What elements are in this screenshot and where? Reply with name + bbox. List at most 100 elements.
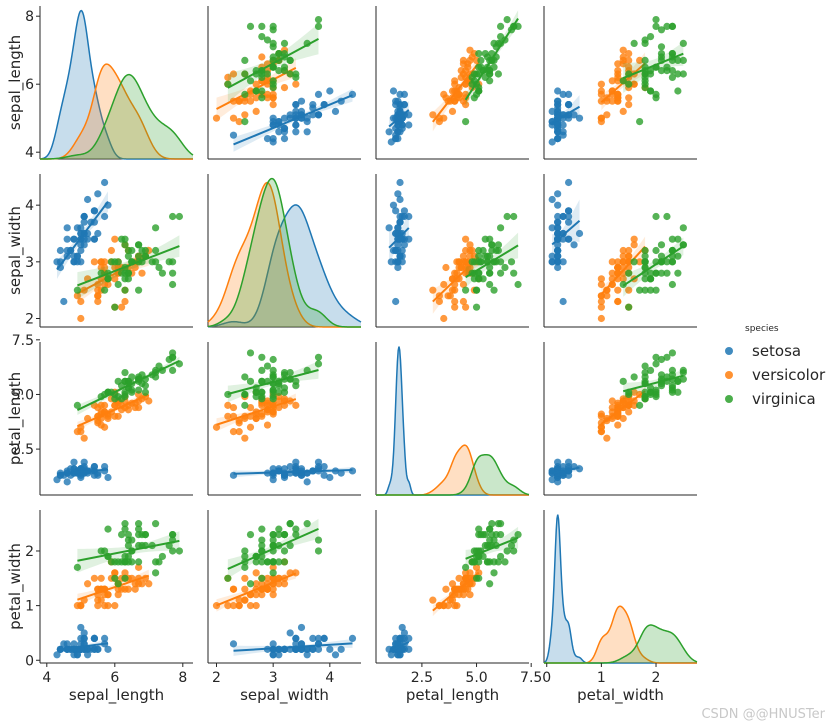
point-virginica bbox=[292, 530, 300, 539]
point-virginica bbox=[641, 395, 649, 403]
point-virginica bbox=[269, 558, 277, 566]
point-setosa bbox=[548, 107, 556, 115]
point-setosa bbox=[292, 640, 300, 648]
regression-line-virginica bbox=[464, 18, 519, 101]
point-virginica bbox=[241, 373, 249, 381]
x-tick-label: 2 bbox=[212, 670, 221, 686]
legend-marker-versicolor bbox=[725, 371, 733, 379]
point-virginica bbox=[494, 558, 502, 566]
point-virginica bbox=[124, 252, 132, 260]
x-tick-label: 0 bbox=[542, 670, 551, 686]
point-setosa bbox=[548, 138, 556, 146]
panel-petal_length-vs-petal_width bbox=[543, 342, 697, 496]
point-versicolor bbox=[466, 241, 474, 249]
point-virginica bbox=[462, 286, 470, 294]
point-virginica bbox=[481, 50, 489, 58]
point-versicolor bbox=[625, 101, 633, 109]
point-versicolor bbox=[630, 241, 638, 249]
panel-petal_length-vs-sepal_length bbox=[39, 342, 193, 496]
point-virginica bbox=[641, 388, 649, 396]
point-versicolor bbox=[269, 90, 277, 98]
point-versicolor bbox=[90, 258, 98, 266]
point-versicolor bbox=[111, 235, 119, 243]
point-virginica bbox=[641, 56, 649, 64]
point-virginica bbox=[275, 50, 283, 58]
point-setosa bbox=[314, 90, 323, 98]
point-versicolor bbox=[614, 421, 622, 429]
point-versicolor bbox=[246, 423, 255, 431]
point-setosa bbox=[554, 263, 562, 272]
point-virginica bbox=[73, 563, 81, 571]
point-virginica bbox=[280, 67, 289, 75]
point-virginica bbox=[625, 269, 633, 277]
point-versicolor bbox=[455, 258, 463, 266]
point-setosa bbox=[394, 121, 402, 129]
point-setosa bbox=[90, 235, 98, 243]
point-virginica bbox=[636, 401, 644, 409]
point-setosa bbox=[77, 246, 85, 255]
point-setosa bbox=[400, 241, 409, 249]
x-tick-label: 8 bbox=[178, 670, 187, 686]
point-versicolor bbox=[619, 275, 627, 283]
point-versicolor bbox=[442, 585, 450, 593]
point-virginica bbox=[472, 303, 481, 311]
point-versicolor bbox=[619, 414, 627, 423]
point-virginica bbox=[475, 574, 483, 582]
point-versicolor bbox=[235, 118, 243, 126]
point-versicolor bbox=[619, 252, 627, 260]
kde-fill-virginica-sepal_length bbox=[40, 74, 193, 159]
point-virginica bbox=[514, 530, 522, 539]
point-virginica bbox=[269, 84, 277, 92]
x-tick-label: 2 bbox=[652, 670, 661, 686]
point-virginica bbox=[241, 90, 249, 98]
point-versicolor bbox=[252, 580, 260, 588]
legend-marker-virginica bbox=[725, 395, 733, 403]
point-setosa bbox=[269, 651, 277, 659]
point-versicolor bbox=[455, 574, 463, 582]
point-setosa bbox=[292, 121, 300, 129]
point-virginica bbox=[475, 84, 483, 92]
point-versicolor bbox=[241, 596, 249, 604]
point-setosa bbox=[559, 131, 567, 139]
point-virginica bbox=[241, 56, 249, 64]
point-virginica bbox=[486, 536, 494, 544]
point-versicolor bbox=[614, 90, 622, 98]
point-versicolor bbox=[608, 77, 616, 85]
point-virginica bbox=[280, 371, 289, 379]
point-versicolor bbox=[235, 428, 243, 436]
point-setosa bbox=[387, 651, 395, 659]
point-virginica bbox=[169, 269, 177, 277]
point-setosa bbox=[314, 645, 323, 653]
point-virginica bbox=[646, 33, 655, 41]
point-virginica bbox=[118, 235, 126, 243]
point-versicolor bbox=[608, 258, 616, 266]
point-virginica bbox=[630, 39, 638, 48]
point-setosa bbox=[392, 297, 400, 306]
point-versicolor bbox=[448, 107, 457, 115]
point-virginica bbox=[286, 541, 294, 550]
point-virginica bbox=[135, 558, 143, 566]
point-virginica bbox=[246, 349, 255, 357]
point-versicolor bbox=[625, 252, 633, 260]
point-virginica bbox=[314, 536, 323, 544]
point-virginica bbox=[175, 547, 183, 555]
point-virginica bbox=[492, 530, 500, 539]
point-virginica bbox=[135, 520, 143, 528]
point-setosa bbox=[80, 629, 88, 637]
point-versicolor bbox=[614, 258, 622, 266]
point-virginica bbox=[135, 286, 143, 294]
point-versicolor bbox=[258, 591, 266, 599]
point-virginica bbox=[494, 241, 502, 249]
point-setosa bbox=[394, 224, 402, 232]
point-versicolor bbox=[252, 94, 260, 102]
point-versicolor bbox=[121, 297, 129, 306]
point-versicolor bbox=[630, 388, 638, 396]
point-virginica bbox=[269, 355, 277, 364]
point-setosa bbox=[564, 212, 573, 221]
y-axis-label-sepal_width: sepal_width bbox=[6, 206, 25, 295]
point-versicolor bbox=[603, 434, 611, 442]
point-versicolor bbox=[77, 602, 85, 610]
point-versicolor bbox=[435, 297, 443, 306]
point-virginica bbox=[269, 22, 277, 30]
point-setosa bbox=[570, 241, 578, 249]
